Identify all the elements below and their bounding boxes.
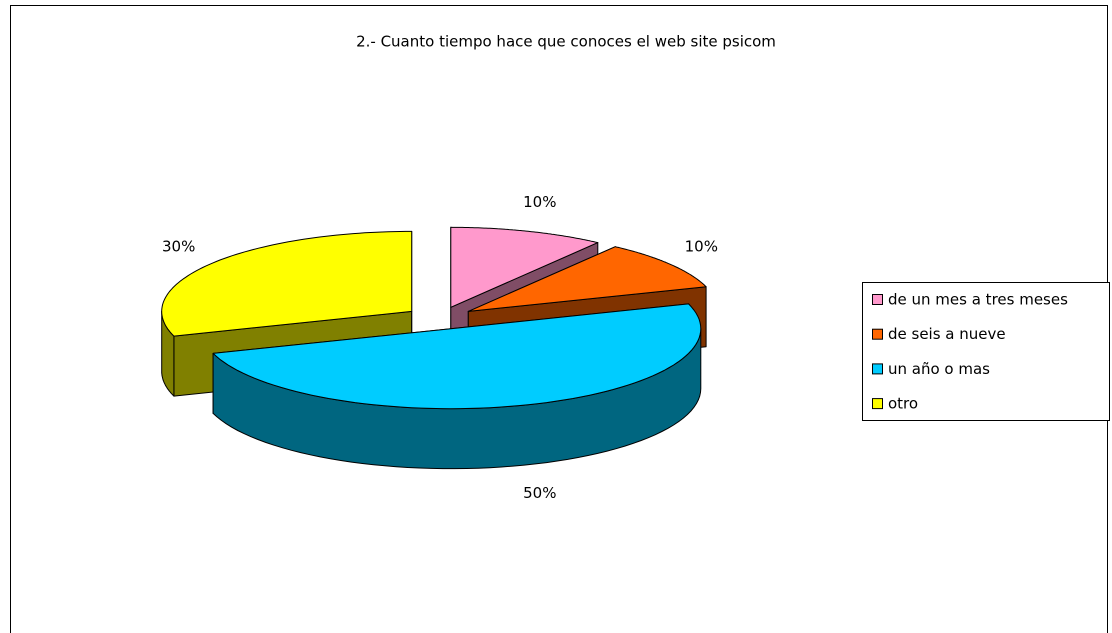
legend-swatch xyxy=(872,363,883,375)
legend-label: otro xyxy=(888,395,918,413)
slice xyxy=(467,246,707,312)
slice xyxy=(450,226,599,308)
data-label: 30% xyxy=(162,237,195,255)
legend-label: de un mes a tres meses xyxy=(888,291,1068,309)
legend-swatch xyxy=(872,294,883,305)
legend xyxy=(862,282,1110,421)
data-label: 10% xyxy=(685,237,718,255)
legend-swatch xyxy=(872,398,883,410)
legend-label: de seis a nueve xyxy=(888,325,1006,343)
slice xyxy=(212,303,702,410)
data-label: 10% xyxy=(523,193,556,211)
chart-title: 2.- Cuanto tiempo hace que conoces el we… xyxy=(356,33,776,51)
data-label: 50% xyxy=(523,484,556,502)
legend-swatch xyxy=(872,328,883,340)
legend-label: un año o mas xyxy=(888,360,990,378)
slice xyxy=(161,230,413,337)
